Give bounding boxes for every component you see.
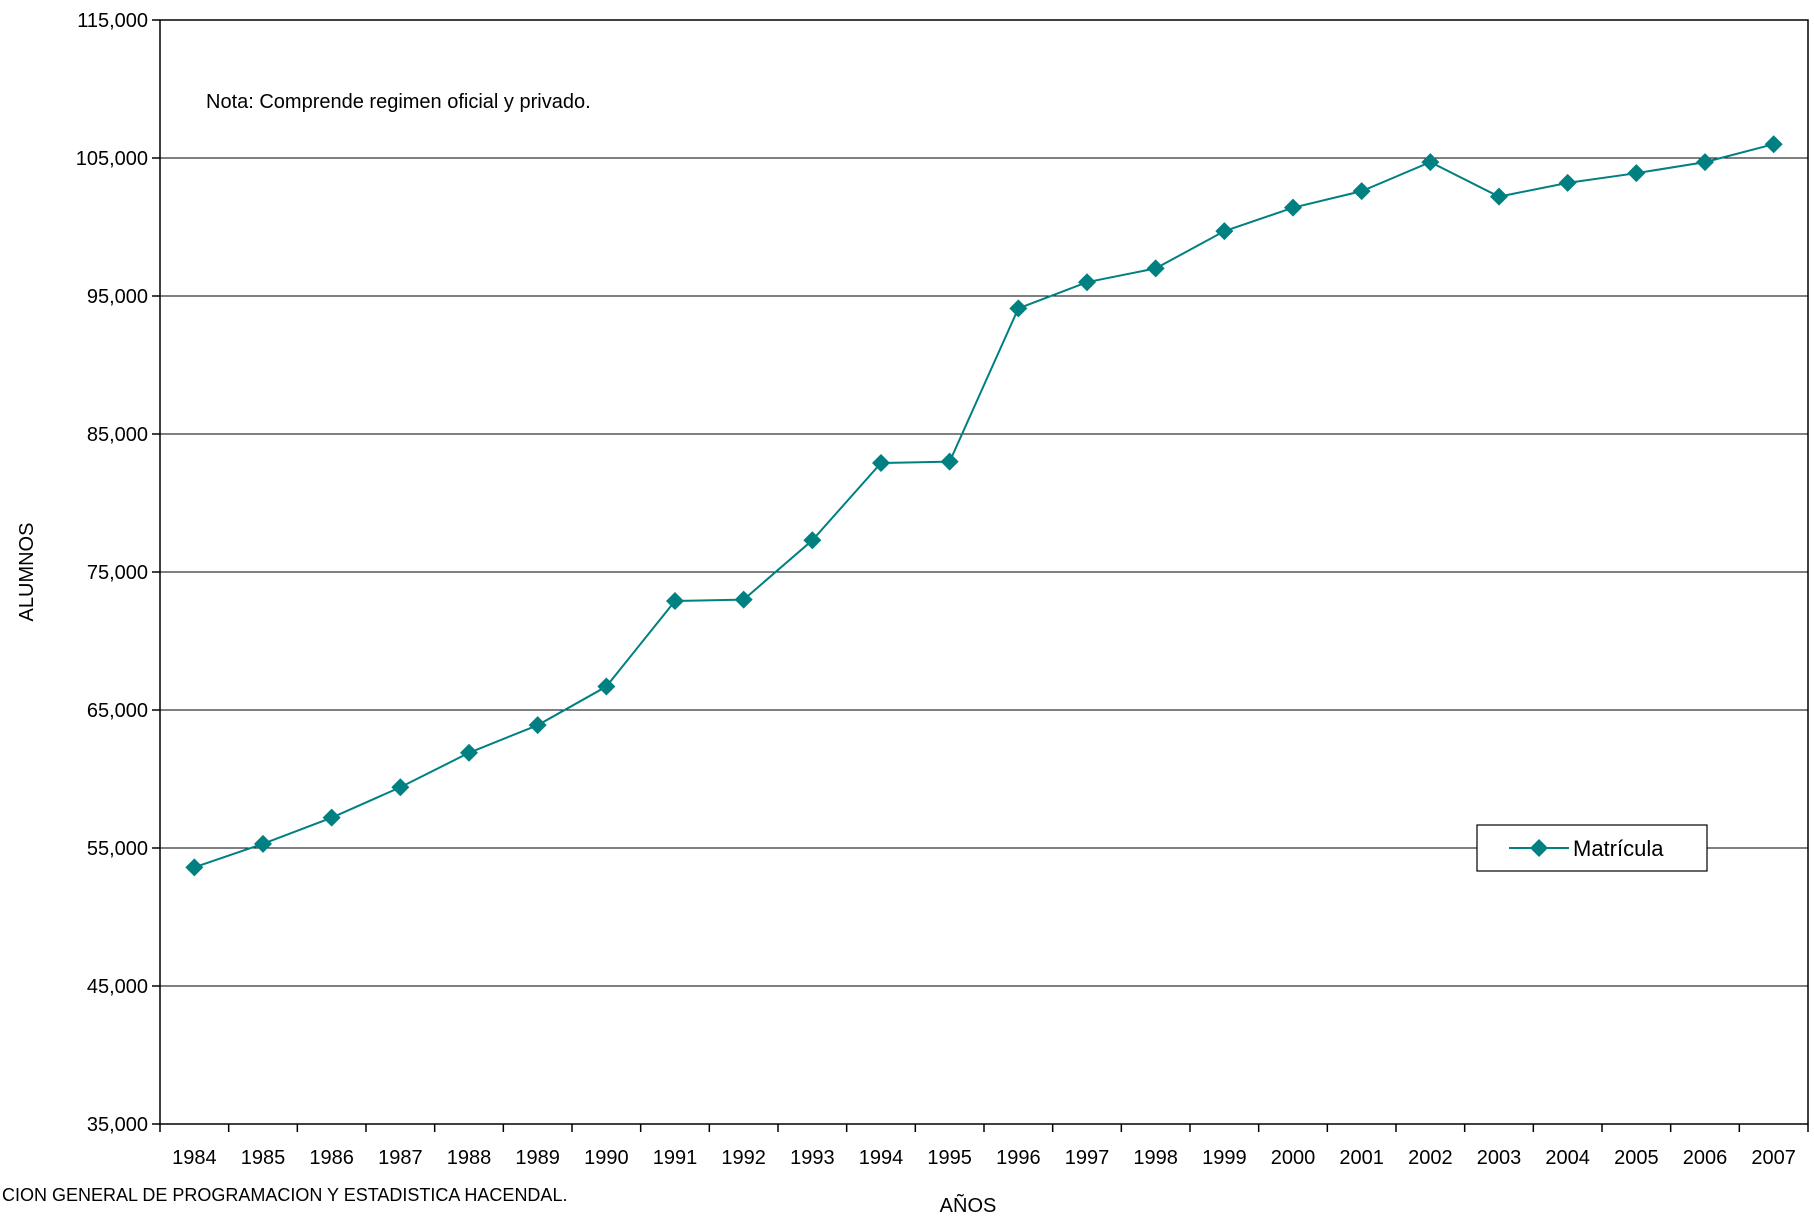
data-point-marker bbox=[734, 590, 753, 609]
data-point-marker bbox=[1764, 135, 1783, 154]
x-tick-label: 1991 bbox=[653, 1147, 698, 1169]
data-point-marker bbox=[254, 834, 272, 853]
data-point-marker bbox=[1490, 187, 1508, 206]
x-tick-label: 2001 bbox=[1339, 1147, 1384, 1169]
data-point-marker bbox=[1215, 222, 1234, 241]
x-tick-label: 1984 bbox=[172, 1147, 217, 1169]
y-tick-label: 45,000 bbox=[87, 976, 148, 998]
data-point-marker bbox=[1352, 182, 1371, 201]
data-point-marker bbox=[1696, 153, 1714, 172]
legend-label-matricula: Matrícula bbox=[1573, 836, 1664, 861]
legend: Matrícula bbox=[1476, 824, 1708, 872]
series-matricula bbox=[185, 135, 1783, 877]
x-tick-label: 2005 bbox=[1614, 1147, 1659, 1169]
x-tick-label: 1989 bbox=[515, 1147, 560, 1169]
x-tick-label: 2004 bbox=[1545, 1147, 1590, 1169]
data-point-marker bbox=[1078, 273, 1096, 292]
data-point-marker bbox=[872, 453, 890, 472]
y-axis-ticks: 35,000 45,000 55,000 65,000 75,000 85,000 95,0… bbox=[76, 10, 160, 1136]
y-axis-title: ALUMNOS bbox=[16, 523, 38, 622]
data-point-marker bbox=[391, 778, 410, 797]
data-point-marker bbox=[1627, 164, 1646, 183]
x-tick-label: 2007 bbox=[1751, 1147, 1796, 1169]
data-point-marker bbox=[1146, 259, 1165, 278]
chart-note: Nota: Comprende regimen oficial y privad… bbox=[206, 91, 591, 113]
x-tick-label: 1985 bbox=[241, 1147, 286, 1169]
x-tick-label: 2003 bbox=[1477, 1147, 1522, 1169]
x-axis-title: AÑOS bbox=[940, 1193, 997, 1217]
data-point-marker bbox=[185, 858, 204, 877]
x-tick-label: 1992 bbox=[721, 1147, 766, 1169]
source-note: CION GENERAL DE PROGRAMACION Y ESTADISTI… bbox=[2, 1185, 567, 1205]
series-line bbox=[194, 143, 1774, 869]
data-point-marker bbox=[1009, 299, 1028, 318]
legend-diamond-marker bbox=[1530, 839, 1548, 857]
data-point-marker bbox=[1421, 153, 1440, 172]
y-tick-label: 115,000 bbox=[77, 10, 148, 32]
gridlines bbox=[160, 19, 1808, 1125]
data-point-marker bbox=[322, 808, 341, 827]
data-point-marker bbox=[460, 743, 478, 762]
x-tick-label: 1994 bbox=[859, 1147, 904, 1169]
x-tick-label: 1987 bbox=[378, 1147, 423, 1169]
y-tick-label: 95,000 bbox=[87, 286, 148, 308]
x-tick-label: 1986 bbox=[309, 1147, 354, 1169]
x-tick-label: 1996 bbox=[996, 1147, 1041, 1169]
x-tick-label: 1995 bbox=[927, 1147, 972, 1169]
x-tick-label: 1988 bbox=[447, 1147, 492, 1169]
y-tick-label: 105,000 bbox=[76, 148, 148, 170]
y-tick-label: 35,000 bbox=[87, 1114, 148, 1136]
y-tick-label: 75,000 bbox=[87, 562, 148, 584]
data-point-marker bbox=[1284, 198, 1302, 217]
x-tick-label: 1990 bbox=[584, 1147, 629, 1169]
x-axis-ticks: 1984 1985 1986 1987 1988 1989 1990 1991 1992 1993… bbox=[159, 1124, 1809, 1169]
data-point-marker bbox=[940, 452, 959, 471]
data-point-marker bbox=[666, 591, 684, 610]
data-point-marker bbox=[803, 531, 822, 550]
y-tick-label: 65,000 bbox=[87, 700, 148, 722]
y-tick-label: 55,000 bbox=[87, 838, 148, 860]
y-tick-label: 85,000 bbox=[87, 424, 148, 446]
x-tick-label: 1997 bbox=[1065, 1147, 1110, 1169]
data-point-marker bbox=[597, 677, 616, 696]
data-point-marker bbox=[528, 716, 547, 735]
x-tick-label: 1999 bbox=[1202, 1147, 1247, 1169]
x-tick-label: 1998 bbox=[1133, 1147, 1178, 1169]
x-tick-label: 1993 bbox=[790, 1147, 835, 1169]
data-point-marker bbox=[1558, 173, 1577, 192]
x-tick-label: 2006 bbox=[1683, 1147, 1728, 1169]
x-tick-label: 2000 bbox=[1271, 1147, 1316, 1169]
x-tick-label: 2002 bbox=[1408, 1147, 1453, 1169]
